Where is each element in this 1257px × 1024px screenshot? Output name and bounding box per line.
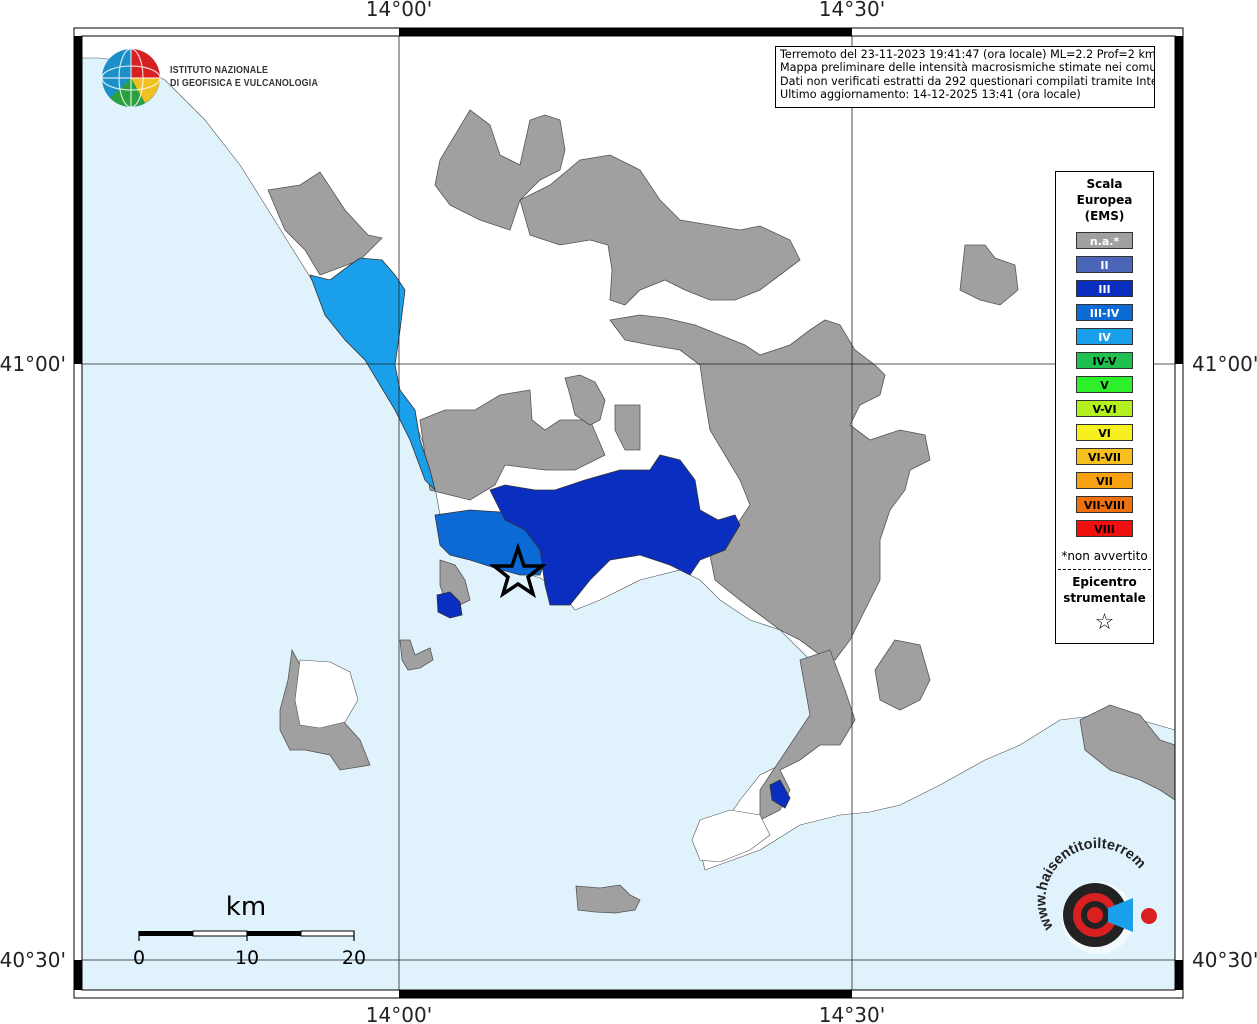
coord-top-14-00: 14°00' bbox=[366, 0, 432, 21]
legend-items: n.a.* II III III-IV IV IV-V V V-VI VI VI-VII VII VI… bbox=[1056, 232, 1153, 537]
area-ems-iv bbox=[309, 257, 436, 492]
legend-separator bbox=[1058, 569, 1151, 570]
map-frame bbox=[73, 27, 1184, 999]
epicenter-star-icon bbox=[488, 542, 548, 599]
legend-item: VI bbox=[1076, 424, 1133, 441]
event-info-line1: Terremoto del 23-11-2023 19:41:47 (ora l… bbox=[780, 48, 1155, 61]
scale-tick-10: 10 bbox=[235, 947, 259, 969]
graticule bbox=[82, 36, 1175, 990]
legend-item: VI-VII bbox=[1076, 448, 1133, 465]
legend-item: V bbox=[1076, 376, 1133, 393]
coord-top-14-30: 14°30' bbox=[819, 0, 885, 21]
legend-item: VII-VIII bbox=[1076, 496, 1133, 513]
event-info-line4: Ultimo aggiornamento: 14-12-2025 13:41 (… bbox=[780, 87, 1081, 101]
scale-tick-0: 0 bbox=[133, 947, 145, 969]
scale-unit: km bbox=[226, 892, 266, 922]
event-info-box: Terremoto del 23-11-2023 19:41:47 (ora l… bbox=[775, 46, 1155, 108]
legend-item: n.a.* bbox=[1076, 232, 1133, 249]
ingv-logo-text: ISTITUTO NAZIONALE DI GEOFISICA E VULCAN… bbox=[170, 64, 318, 90]
area-ems-iii bbox=[489, 454, 741, 606]
legend-item: IV-V bbox=[1076, 352, 1133, 369]
island-white bbox=[294, 659, 359, 729]
capri-white bbox=[691, 809, 771, 863]
legend-item: VIII bbox=[1076, 520, 1133, 537]
ems-legend: Scala Europea (EMS) n.a.* II III III-IV IV IV… bbox=[1055, 171, 1154, 644]
legend-item: III bbox=[1076, 280, 1133, 297]
legend-title: Scala Europea (EMS) bbox=[1076, 177, 1133, 223]
coord-right-41-00: 41°00' bbox=[1192, 352, 1257, 376]
legend-item: II bbox=[1076, 256, 1133, 273]
event-info-line2: Mappa preliminare delle intensità macros… bbox=[780, 61, 1155, 75]
legend-item: IV bbox=[1076, 328, 1133, 345]
ingv-name-line1: ISTITUTO NAZIONALE bbox=[170, 64, 269, 76]
scale-bar bbox=[138, 930, 355, 941]
coord-bottom-14-30: 14°30' bbox=[819, 1003, 885, 1024]
ingv-name-line2: DI GEOFISICA E VULCANOLOGIA bbox=[170, 77, 319, 89]
legend-note: *non avvertito bbox=[1061, 549, 1148, 563]
legend-star-icon: ☆ bbox=[1094, 610, 1115, 635]
legend-item: V-VI bbox=[1076, 400, 1133, 417]
coord-left-41-00: 41°00' bbox=[0, 352, 66, 376]
legend-item: VII bbox=[1076, 472, 1133, 489]
legend-epicenter-label: Epicentro strumentale bbox=[1063, 575, 1146, 605]
coord-bottom-14-00: 14°00' bbox=[366, 1003, 432, 1024]
ingv-logo-icon bbox=[101, 48, 161, 108]
legend-item: III-IV bbox=[1076, 304, 1133, 321]
coord-right-40-30: 40°30' bbox=[1192, 948, 1257, 972]
area-ems-iii-small-2 bbox=[769, 779, 791, 809]
event-info-line3: Dati non verificati estratti da 292 ques… bbox=[780, 74, 1155, 88]
coord-left-40-30: 40°30' bbox=[0, 948, 66, 972]
area-ems-iii-small-1 bbox=[436, 591, 463, 619]
scale-tick-20: 20 bbox=[342, 947, 366, 969]
